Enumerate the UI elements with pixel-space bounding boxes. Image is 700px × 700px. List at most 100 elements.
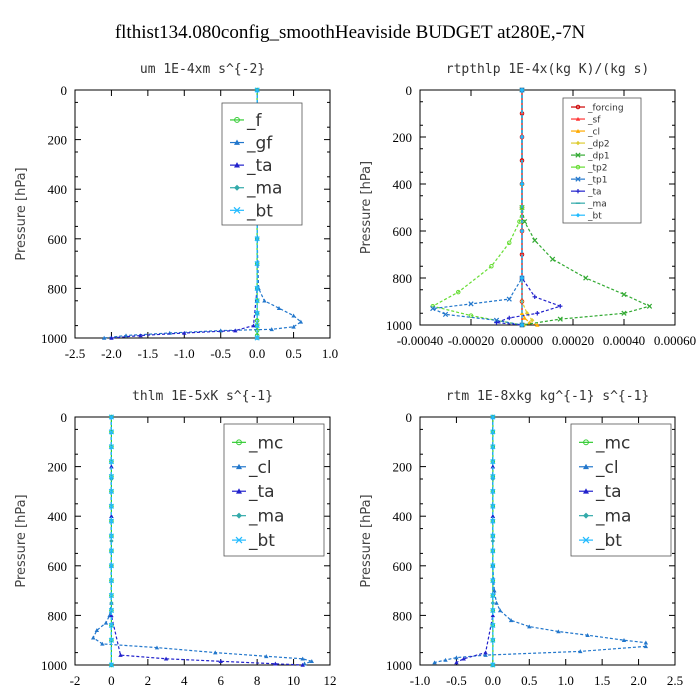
legend-label: _ma — [595, 507, 631, 527]
y-tick-label: 800 — [48, 281, 68, 296]
legend-label: _ma — [587, 200, 607, 210]
data-point — [490, 444, 496, 450]
legend-label: _mc — [595, 433, 630, 453]
plot-frame — [74, 416, 331, 666]
x-tick-label: 12 — [324, 673, 337, 688]
data-point — [309, 659, 314, 664]
legend-marker — [575, 212, 581, 218]
series-bt — [490, 414, 496, 668]
data-point — [557, 316, 563, 322]
data-point — [264, 654, 269, 659]
y-tick-label: 400 — [48, 182, 68, 197]
data-point — [621, 310, 627, 316]
data-point — [118, 652, 123, 657]
legend-label: _ta — [248, 482, 275, 502]
legend-marker — [575, 176, 581, 182]
legend-label: _ta — [246, 156, 273, 176]
data-point — [109, 514, 114, 518]
data-point — [291, 313, 296, 318]
data-point — [490, 414, 496, 420]
legend-marker — [236, 488, 242, 494]
legend-label: _ma — [248, 507, 284, 527]
x-tick-label: -1.5 — [138, 346, 159, 361]
chart-panel-2: rtpthlp 1E-4x(kg K)/(kg s) Pressure [hPa]… — [359, 62, 696, 348]
data-point — [519, 181, 525, 187]
x-tick-label: 4 — [181, 673, 188, 688]
data-point — [91, 635, 96, 640]
data-point — [490, 592, 496, 599]
legend-label: _ta — [587, 188, 602, 198]
series-line — [430, 90, 523, 326]
figure-title: flthist134.080config_smoothHeaviside BUD… — [115, 22, 586, 43]
series-line — [496, 90, 563, 326]
legend-marker — [583, 439, 589, 446]
data-point — [442, 311, 449, 318]
x-tick-label: 10 — [287, 673, 300, 688]
data-point — [490, 514, 496, 518]
data-point — [108, 637, 115, 643]
legend-label: _bt — [248, 531, 275, 551]
data-point — [108, 578, 115, 584]
data-point — [530, 318, 535, 323]
data-point — [643, 640, 649, 645]
plot-frame — [419, 89, 676, 326]
data-point — [300, 656, 305, 661]
y-tick-label: 0 — [406, 410, 413, 425]
data-point — [508, 618, 514, 623]
series-ta — [454, 414, 496, 665]
x-tick-label: 1.0 — [322, 346, 338, 361]
data-point — [490, 538, 496, 544]
y-tick-label: 600 — [393, 224, 413, 239]
x-tick-label: 0.00060 — [654, 333, 696, 348]
data-point — [519, 275, 525, 281]
y-tick-label: 0 — [406, 83, 413, 98]
x-tick-label: -0.00020 — [448, 333, 495, 348]
data-point — [535, 311, 540, 316]
data-point — [549, 256, 556, 262]
legend-marker — [234, 162, 240, 168]
data-point — [646, 303, 653, 309]
data-point — [254, 285, 260, 292]
y-tick-label: 200 — [393, 460, 413, 475]
legend-marker — [575, 116, 581, 121]
legend-marker — [235, 536, 243, 544]
data-point — [468, 313, 474, 318]
legend-label: _bt — [595, 531, 622, 551]
data-point — [490, 518, 496, 524]
data-point — [269, 327, 274, 332]
legend-label: _bt — [246, 201, 273, 221]
data-point — [519, 87, 525, 93]
x-tick-label: -1.0 — [410, 673, 431, 688]
legend-marker — [583, 463, 589, 470]
y-tick-label: 800 — [393, 608, 413, 623]
data-point — [108, 414, 115, 420]
data-point — [163, 656, 169, 661]
legend-label: _forcing — [587, 104, 624, 114]
data-point — [490, 464, 496, 469]
chart-panel-1: um 1E-4xm s^{-2} Pressure [hPa] 0 200 400 600… — [14, 62, 338, 361]
legend-marker — [575, 188, 581, 194]
x-tick-label: 0.5 — [521, 673, 537, 688]
legend: _mc _cl _ta _ma _bt — [570, 423, 672, 557]
legend-marker — [575, 104, 581, 110]
series-line — [431, 90, 523, 326]
data-point — [490, 488, 496, 495]
x-tick-label: -0.00040 — [397, 333, 444, 348]
series-line — [456, 417, 494, 664]
legend-marker — [583, 488, 589, 494]
data-point — [490, 563, 496, 569]
legend-label: _cl — [587, 128, 600, 138]
x-tick-label: 0.0 — [249, 346, 265, 361]
y-tick-label: 1000 — [41, 331, 67, 346]
panel-title: rtpthlp 1E-4x(kg K)/(kg s) — [446, 62, 650, 77]
y-axis-label: Pressure [hPa] — [359, 161, 374, 254]
data-point — [108, 622, 115, 628]
data-point — [506, 240, 512, 246]
y-tick-label: 200 — [393, 130, 413, 145]
plot-frame — [74, 89, 331, 339]
data-point — [490, 503, 496, 509]
x-tick-label: 6 — [217, 673, 224, 688]
data-point — [517, 219, 522, 224]
data-point — [109, 464, 114, 469]
legend-label: _ta — [595, 482, 622, 502]
